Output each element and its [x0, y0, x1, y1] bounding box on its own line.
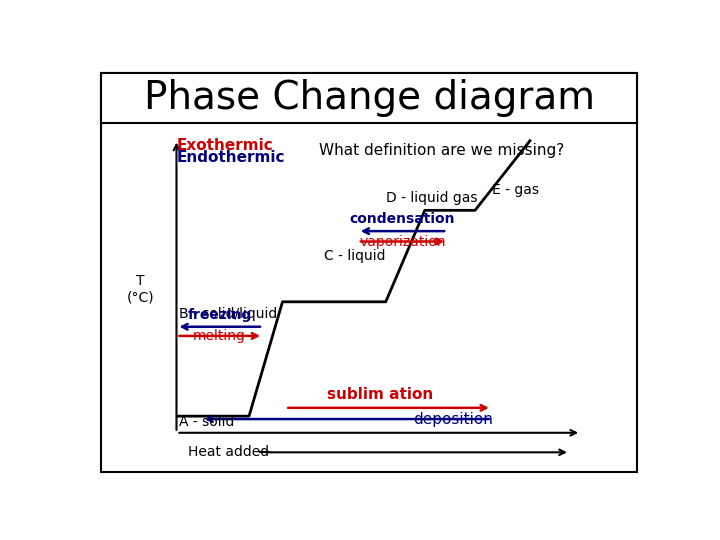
Text: B - solid/liquid: B - solid/liquid [179, 307, 277, 321]
FancyBboxPatch shape [101, 73, 637, 472]
Text: melting: melting [193, 329, 246, 343]
Text: Phase Change diagram: Phase Change diagram [143, 79, 595, 117]
Text: freezing: freezing [187, 308, 251, 322]
Text: Endothermic: Endothermic [176, 150, 285, 165]
Text: D - liquid gas: D - liquid gas [386, 191, 477, 205]
Text: T
(°C): T (°C) [127, 274, 154, 305]
FancyBboxPatch shape [101, 73, 637, 123]
Text: A - solid: A - solid [179, 415, 235, 429]
Text: sublim ation: sublim ation [327, 387, 433, 402]
Text: E - gas: E - gas [492, 183, 539, 197]
Text: deposition: deposition [413, 411, 492, 427]
Text: Exothermic: Exothermic [176, 138, 274, 153]
Text: C - liquid: C - liquid [324, 249, 386, 263]
Text: Heat added: Heat added [188, 446, 269, 460]
Text: vaporization: vaporization [359, 235, 446, 249]
Text: What definition are we missing?: What definition are we missing? [319, 144, 564, 158]
Text: condensation: condensation [350, 212, 455, 226]
